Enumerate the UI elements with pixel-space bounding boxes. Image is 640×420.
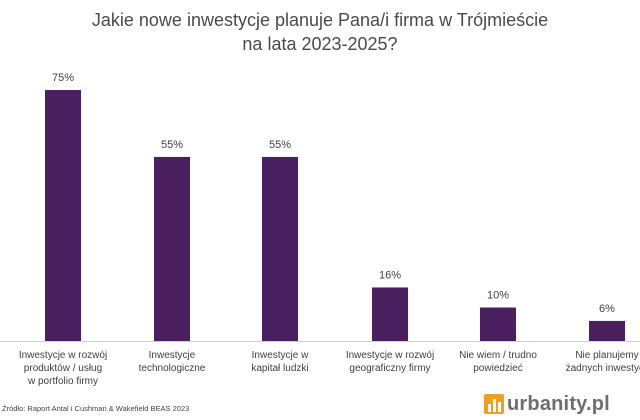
bar-2 bbox=[262, 156, 298, 341]
data-label-0: 75% bbox=[52, 72, 74, 84]
bar-3 bbox=[372, 287, 408, 341]
category-label-3: Inwestycje w rozwój geograficzny firmy bbox=[346, 350, 434, 374]
data-label-1: 55% bbox=[161, 139, 183, 151]
watermark: urbanity.pl bbox=[482, 392, 614, 416]
category-label-4: Nie wiem / trudno powiedzieć bbox=[459, 350, 537, 374]
category-label-0: Inwestycje w rozwój produktów / usług w po… bbox=[19, 350, 107, 387]
bar-4 bbox=[480, 307, 516, 341]
building-icon bbox=[484, 394, 504, 414]
chart-title-line-1: Jakie nowe inwestycje planuje Pana/i fir… bbox=[91, 10, 549, 30]
category-label-2: Inwestycje w kapitał ludzki bbox=[251, 350, 309, 374]
watermark-text: urbanity.pl bbox=[507, 392, 610, 415]
data-label-5: 6% bbox=[599, 303, 615, 315]
data-label-3: 16% bbox=[379, 269, 401, 281]
bar-0 bbox=[45, 90, 81, 341]
data-label-2: 55% bbox=[269, 139, 291, 151]
bar-5 bbox=[589, 320, 625, 341]
source-note: Źródło: Raport Antal i Cushman & Wakefie… bbox=[2, 404, 190, 413]
bar-1 bbox=[154, 156, 190, 341]
data-label-4: 10% bbox=[487, 290, 509, 302]
chart-title-line-2: na lata 2023-2025? bbox=[242, 34, 398, 54]
category-label-1: Inwestycje technologiczne bbox=[139, 350, 206, 374]
chart-title: Jakie nowe inwestycje planuje Pana/i fir… bbox=[0, 8, 640, 56]
